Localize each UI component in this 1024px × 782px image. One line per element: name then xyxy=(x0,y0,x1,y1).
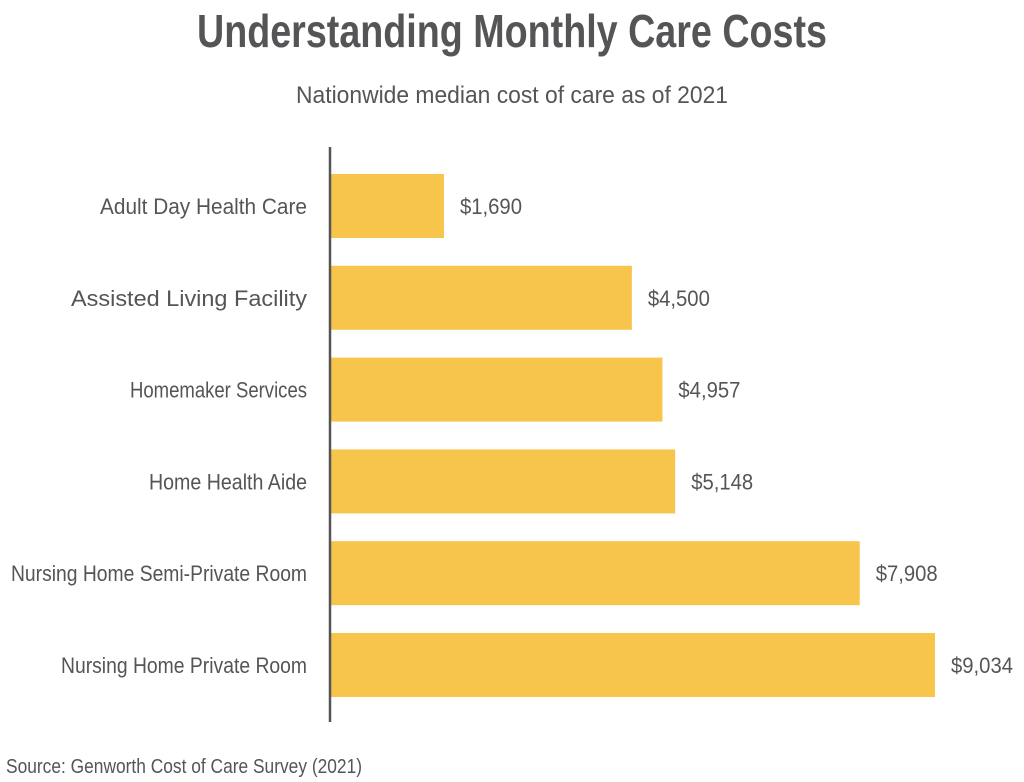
data-label: $9,034 xyxy=(951,653,1013,678)
category-label: Homemaker Services xyxy=(130,378,307,403)
bar xyxy=(331,357,663,422)
chart-title: Understanding Monthly Care Costs xyxy=(197,5,827,57)
data-label: $1,690 xyxy=(460,194,522,219)
category-label: Nursing Home Semi-Private Room xyxy=(11,561,307,586)
source-note: Source: Genworth Cost of Care Survey (20… xyxy=(6,756,362,778)
data-label: $4,957 xyxy=(678,378,740,403)
category-label: Nursing Home Private Room xyxy=(61,653,307,678)
bar xyxy=(331,449,676,514)
bar xyxy=(331,174,444,238)
category-label: Adult Day Health Care xyxy=(100,194,307,219)
category-label: Assisted Living Facility xyxy=(71,286,307,311)
bar xyxy=(331,633,935,697)
category-label: Home Health Aide xyxy=(149,469,307,494)
data-label: $4,500 xyxy=(648,286,710,311)
data-label: $5,148 xyxy=(691,469,753,494)
bar xyxy=(331,541,860,606)
data-label: $7,908 xyxy=(876,561,938,586)
bar xyxy=(331,265,632,330)
chart-subtitle: Nationwide median cost of care as of 202… xyxy=(296,82,728,109)
